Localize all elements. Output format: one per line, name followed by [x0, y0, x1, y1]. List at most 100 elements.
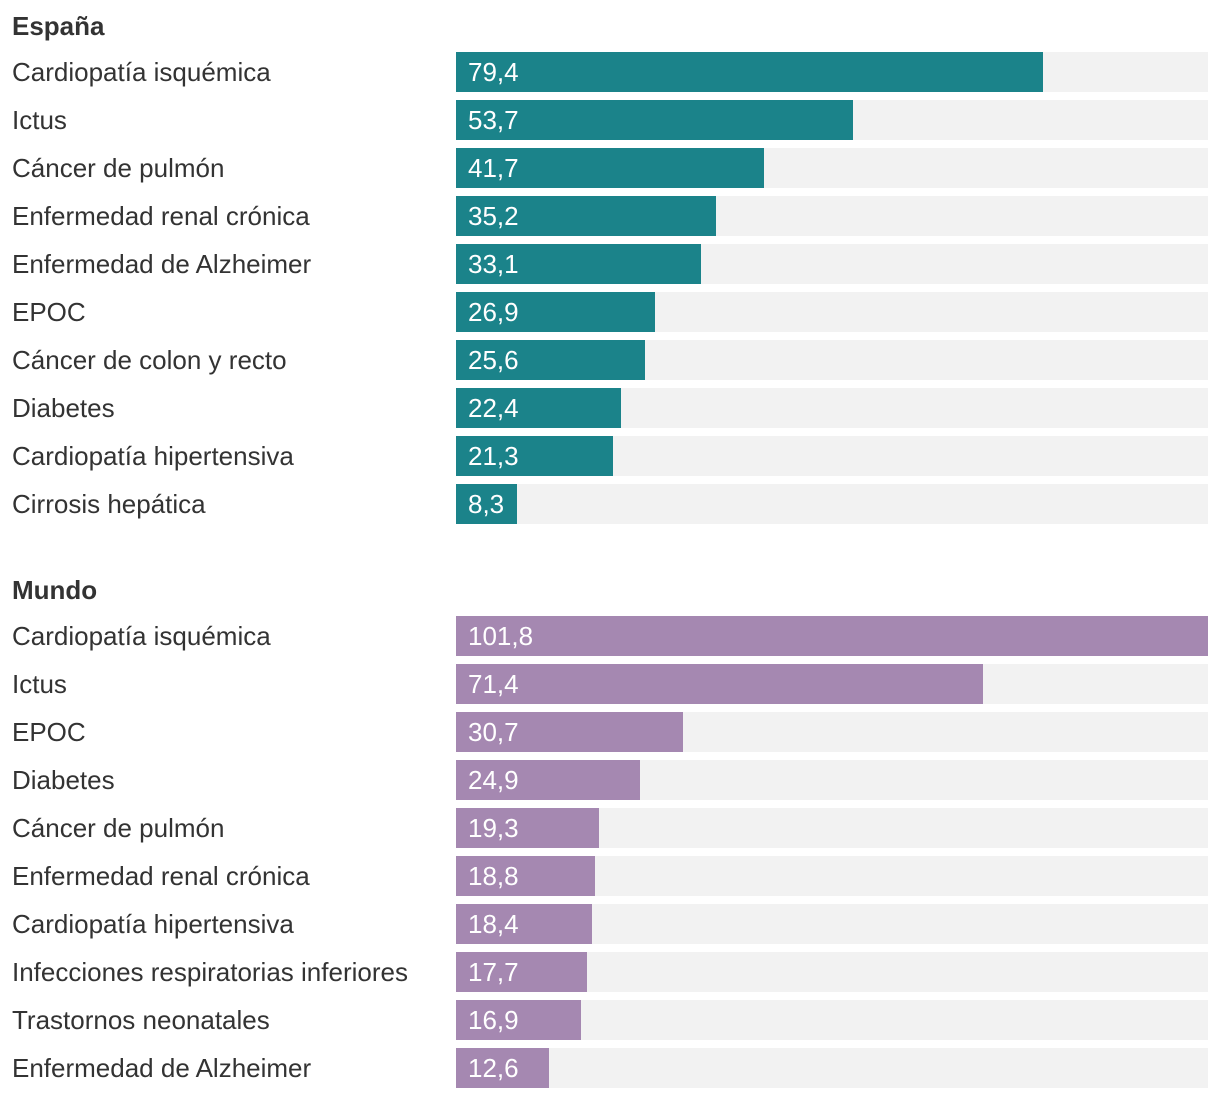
category-label: Diabetes — [12, 393, 115, 423]
category-label: Cardiopatía isquémica — [12, 57, 271, 87]
bar-track: 26,9 — [456, 292, 1208, 332]
category-label: Cardiopatía hipertensiva — [12, 909, 294, 939]
bar-row: Cardiopatía hipertensiva 18,4 — [0, 904, 1220, 944]
data-label: 35,2 — [468, 201, 519, 231]
bar — [456, 664, 983, 704]
data-label: 79,4 — [468, 57, 519, 87]
bar — [456, 292, 655, 332]
category-label: EPOC — [12, 717, 86, 747]
bar-track: 79,4 — [456, 52, 1208, 92]
bar-track: 16,9 — [456, 1000, 1208, 1040]
bar-row: Enfermedad renal crónica 35,2 — [0, 196, 1220, 236]
category-label: Cirrosis hepática — [12, 489, 206, 519]
section-title: Mundo — [12, 575, 98, 605]
bar-track: 53,7 — [456, 100, 1208, 140]
bar — [456, 52, 1043, 92]
category-label: Cáncer de pulmón — [12, 153, 225, 183]
category-label: EPOC — [12, 297, 86, 327]
bar-track: 71,4 — [456, 664, 1208, 704]
bar — [456, 1048, 549, 1088]
data-label: 71,4 — [468, 669, 519, 699]
bar — [456, 388, 621, 428]
bar — [456, 100, 853, 140]
data-label: 25,6 — [468, 345, 519, 375]
bar — [456, 1000, 581, 1040]
data-label: 19,3 — [468, 813, 519, 843]
category-label: Infecciones respiratorias inferiores — [12, 957, 408, 987]
bar-row: Ictus 53,7 — [0, 100, 1220, 140]
category-label: Enfermedad de Alzheimer — [12, 1053, 312, 1083]
bar-track: 17,7 — [456, 952, 1208, 992]
bar-row: Diabetes 24,9 — [0, 760, 1220, 800]
bar-row: Cardiopatía hipertensiva 21,3 — [0, 436, 1220, 476]
data-label: 8,3 — [468, 489, 505, 519]
category-label: Cardiopatía hipertensiva — [12, 441, 294, 471]
data-label: 41,7 — [468, 153, 519, 183]
bar-track: 101,8 — [456, 616, 1208, 656]
bar-row: Cardiopatía isquémica 101,8 — [0, 616, 1220, 656]
bar-track: 21,3 — [456, 436, 1208, 476]
bar-row: Cáncer de colon y recto 25,6 — [0, 340, 1220, 380]
bar — [456, 808, 599, 848]
bar-row: Infecciones respiratorias inferiores 17,7 — [0, 952, 1220, 992]
data-label: 22,4 — [468, 393, 519, 423]
bar-track: 18,8 — [456, 856, 1208, 896]
category-label: Cáncer de pulmón — [12, 813, 225, 843]
bar — [456, 196, 716, 236]
data-label: 26,9 — [468, 297, 519, 327]
bar-row: Enfermedad de Alzheimer 12,6 — [0, 1048, 1220, 1088]
data-label: 18,8 — [468, 861, 519, 891]
data-label: 33,1 — [468, 249, 519, 279]
category-label: Ictus — [12, 105, 67, 135]
section-title: España — [12, 11, 105, 41]
bar-track: 24,9 — [456, 760, 1208, 800]
bar-track: 19,3 — [456, 808, 1208, 848]
data-label: 16,9 — [468, 1005, 519, 1035]
bar-row: Enfermedad renal crónica 18,8 — [0, 856, 1220, 896]
bar-row: Trastornos neonatales 16,9 — [0, 1000, 1220, 1040]
category-label: Diabetes — [12, 765, 115, 795]
bar — [456, 760, 640, 800]
bar-row: Ictus 71,4 — [0, 664, 1220, 704]
category-label: Cáncer de colon y recto — [12, 345, 287, 375]
data-label: 12,6 — [468, 1053, 519, 1083]
bar — [456, 436, 613, 476]
category-label: Enfermedad de Alzheimer — [12, 249, 312, 279]
category-label: Enfermedad renal crónica — [12, 201, 310, 231]
category-label: Enfermedad renal crónica — [12, 861, 310, 891]
bar-track: 12,6 — [456, 1048, 1208, 1088]
data-label: 101,8 — [468, 621, 534, 651]
bar — [456, 244, 701, 284]
category-label: Ictus — [12, 669, 67, 699]
bar-row: EPOC 26,9 — [0, 292, 1220, 332]
bar — [456, 616, 1208, 656]
bar-track: 8,3 — [456, 484, 1208, 524]
bar — [456, 904, 592, 944]
category-label: Cardiopatía isquémica — [12, 621, 271, 651]
bar-row: Cirrosis hepática 8,3 — [0, 484, 1220, 524]
data-label: 21,3 — [468, 441, 519, 471]
bar — [456, 340, 645, 380]
bar — [456, 856, 595, 896]
bar — [456, 484, 517, 524]
bar-row: Diabetes 22,4 — [0, 388, 1220, 428]
data-label: 17,7 — [468, 957, 519, 987]
data-label: 18,4 — [468, 909, 519, 939]
bar-track: 33,1 — [456, 244, 1208, 284]
category-label: Trastornos neonatales — [12, 1005, 270, 1035]
bar-track: 22,4 — [456, 388, 1208, 428]
bar — [456, 952, 587, 992]
bar-track: 25,6 — [456, 340, 1208, 380]
bar-row: Cardiopatía isquémica 79,4 — [0, 52, 1220, 92]
bar-row: Cáncer de pulmón 19,3 — [0, 808, 1220, 848]
data-label: 24,9 — [468, 765, 519, 795]
bar — [456, 712, 683, 752]
bar-track: 30,7 — [456, 712, 1208, 752]
data-label: 53,7 — [468, 105, 519, 135]
bar-row: EPOC 30,7 — [0, 712, 1220, 752]
bar-track: 41,7 — [456, 148, 1208, 188]
bar-track: 18,4 — [456, 904, 1208, 944]
bar-row: Enfermedad de Alzheimer 33,1 — [0, 244, 1220, 284]
bar-row: Cáncer de pulmón 41,7 — [0, 148, 1220, 188]
